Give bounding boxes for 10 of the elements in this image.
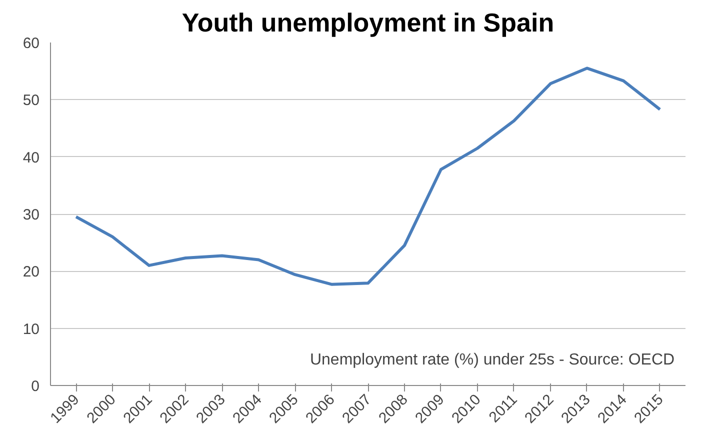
y-tick-label: 50	[22, 92, 40, 110]
y-tick-label: 30	[22, 206, 40, 224]
y-tick-label: 60	[22, 35, 40, 52]
y-tick-label: 40	[22, 149, 40, 166]
line-series	[74, 66, 662, 286]
annotation: Unemployment rate (%) under 25s - Source: OECD	[310, 351, 675, 368]
chart-title: Youth unemployment in Spain	[182, 8, 554, 38]
y-tick-label: 20	[22, 264, 40, 281]
y-tick-label: 10	[22, 320, 40, 338]
y-tick-label: 0	[31, 378, 40, 395]
